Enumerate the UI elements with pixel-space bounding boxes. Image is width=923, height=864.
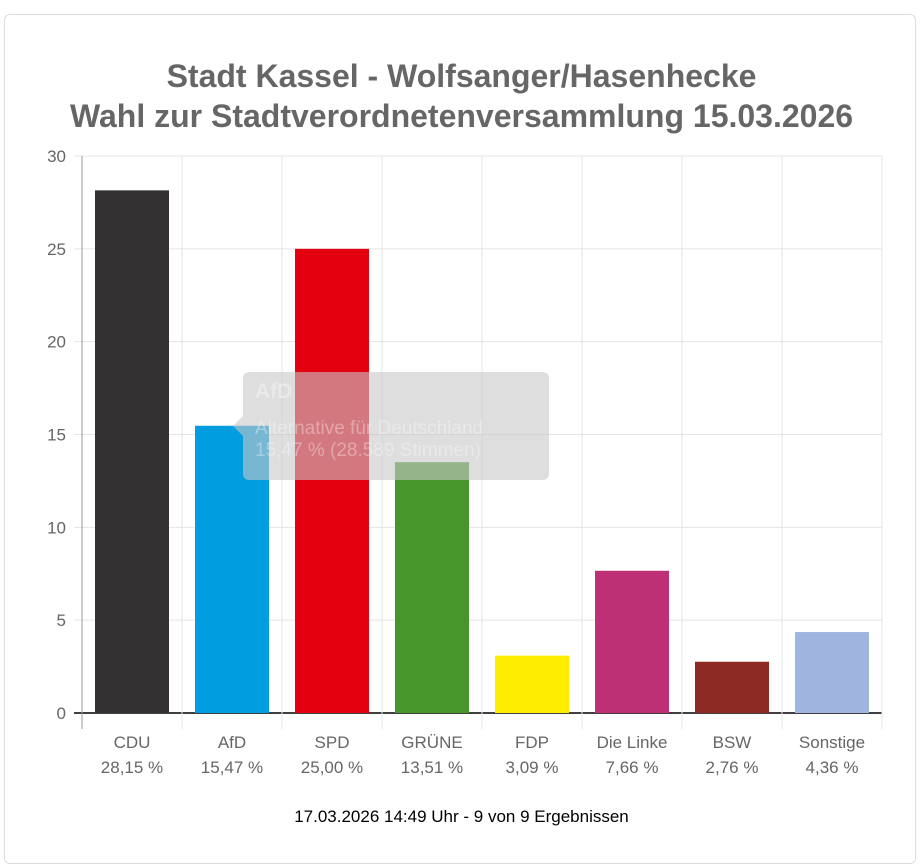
bar-grüne [395, 462, 469, 713]
x-tick-label: Die Linke [597, 733, 668, 752]
x-tick-label: CDU [114, 733, 151, 752]
bar-die-linke [595, 570, 669, 713]
value-label: 2,76 % [706, 758, 759, 777]
y-tick-label: 20 [47, 333, 66, 352]
x-tick-label: FDP [515, 733, 549, 752]
y-tick-label: 10 [47, 518, 66, 537]
y-tick-label: 30 [47, 147, 66, 166]
x-tick-label: AfD [218, 733, 246, 752]
value-label: 13,51 % [401, 758, 463, 777]
footer-status: 17.03.2026 14:49 Uhr - 9 von 9 Ergebniss… [294, 807, 629, 826]
value-label: 7,66 % [606, 758, 659, 777]
chart-title-line1: Stadt Kassel - Wolfsanger/Hasenhecke [166, 58, 757, 94]
value-label: 15,47 % [201, 758, 263, 777]
value-label: 4,36 % [806, 758, 859, 777]
chart-title-line2: Wahl zur Stadtverordnetenversammlung 15.… [69, 98, 854, 134]
y-tick-label: 25 [47, 240, 66, 259]
x-tick-label: Sonstige [799, 733, 865, 752]
bar-bsw [695, 661, 769, 713]
tooltip: AfD Alternative für Deutschland 15,47 % … [233, 372, 549, 480]
bar-sonstige [795, 632, 869, 713]
bar-spd [295, 248, 369, 714]
bar-fdp [495, 655, 569, 713]
x-tick-label: BSW [713, 733, 752, 752]
value-label: 28,15 % [101, 758, 163, 777]
value-label: 3,09 % [506, 758, 559, 777]
y-tick-label: 15 [47, 426, 66, 445]
tooltip-title: AfD [255, 380, 293, 403]
y-tick-label: 5 [57, 611, 66, 630]
y-tick-label: 0 [57, 704, 66, 723]
x-tick-label: GRÜNE [401, 733, 462, 752]
tooltip-party-name: Alternative für Deutschland [255, 418, 484, 439]
tooltip-value: 15,47 % (28.589 Stimmen) [255, 440, 482, 461]
x-tick-label: SPD [315, 733, 350, 752]
value-label: 25,00 % [301, 758, 363, 777]
bar-cdu [95, 190, 169, 713]
